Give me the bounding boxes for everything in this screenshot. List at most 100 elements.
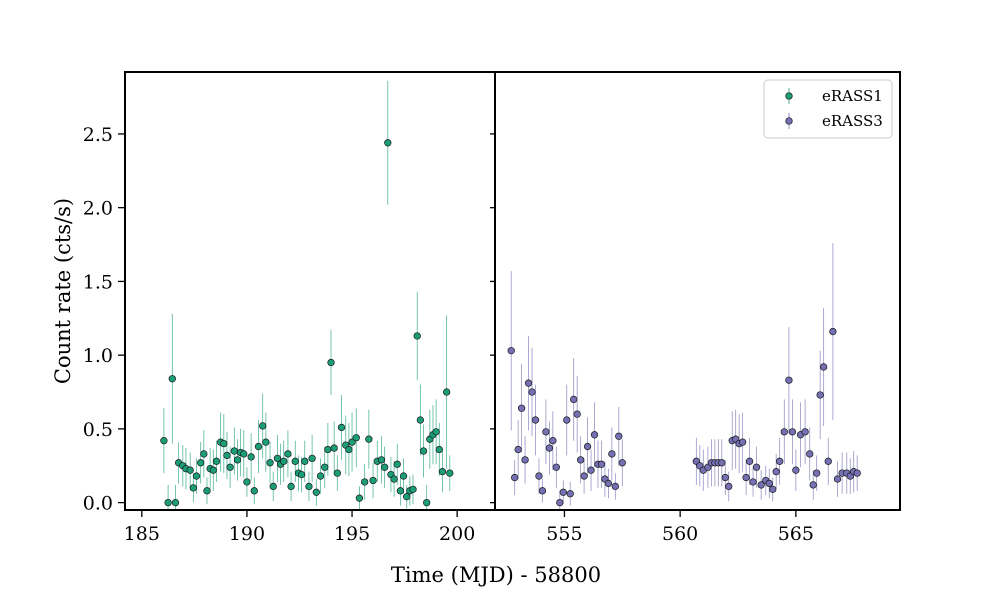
data-point xyxy=(384,139,392,147)
data-point xyxy=(266,459,274,467)
data-point xyxy=(223,451,231,460)
legend-box xyxy=(763,79,893,139)
data-point xyxy=(337,423,346,432)
data-point xyxy=(580,472,588,480)
legend-marker xyxy=(785,92,793,100)
data-point xyxy=(230,447,238,455)
data-point xyxy=(416,416,425,424)
data-point xyxy=(393,460,401,468)
data-point xyxy=(788,428,797,436)
data-point xyxy=(785,376,793,384)
data-point xyxy=(308,454,316,463)
y-tick-label: 2.0 xyxy=(83,198,113,220)
data-point xyxy=(209,466,217,474)
data-point xyxy=(171,498,180,507)
data-point xyxy=(438,468,447,476)
data-point xyxy=(583,442,592,451)
data-point xyxy=(321,463,329,471)
data-point xyxy=(570,395,578,404)
data-point xyxy=(563,416,571,424)
y-tick-label: 1.0 xyxy=(83,345,113,367)
data-point xyxy=(542,428,550,436)
data-point xyxy=(189,484,197,492)
data-point xyxy=(409,485,417,494)
data-point xyxy=(330,444,338,452)
data-point xyxy=(531,416,540,424)
data-point xyxy=(566,490,574,498)
data-point xyxy=(615,432,623,440)
data-point xyxy=(259,422,267,430)
data-point xyxy=(590,431,599,439)
data-point xyxy=(361,478,369,486)
data-point xyxy=(324,445,332,454)
data-point xyxy=(399,472,408,480)
data-point xyxy=(446,469,454,477)
data-point xyxy=(312,488,320,496)
data-point xyxy=(192,472,201,480)
data-point xyxy=(212,457,221,465)
data-point xyxy=(377,456,386,464)
data-point xyxy=(765,479,773,488)
data-point xyxy=(745,457,754,465)
y-tick-label: 0.0 xyxy=(83,493,113,515)
data-point xyxy=(721,473,729,482)
data-point xyxy=(203,487,211,495)
data-point xyxy=(507,347,515,355)
data-point xyxy=(262,438,270,446)
data-point xyxy=(220,439,228,448)
data-point xyxy=(233,456,242,464)
data-point xyxy=(168,375,176,383)
data-point xyxy=(576,456,585,464)
data-point xyxy=(819,363,828,371)
data-point xyxy=(528,388,536,396)
data-point xyxy=(250,487,258,495)
data-point xyxy=(254,442,263,451)
data-point xyxy=(345,445,353,454)
data-point xyxy=(269,482,277,491)
data-point xyxy=(757,481,765,489)
panel-erass3: 555 560 565 xyxy=(490,71,901,545)
y-tick-label: 0.5 xyxy=(83,419,113,441)
data-point xyxy=(511,473,519,482)
data-point xyxy=(776,457,784,465)
x-tick-label: 185 xyxy=(124,523,160,545)
legend-marker xyxy=(785,117,793,125)
data-point xyxy=(725,482,733,491)
data-point xyxy=(305,482,313,491)
data-point xyxy=(413,332,421,340)
legend-label: eRASS3 xyxy=(822,112,883,130)
data-point xyxy=(742,473,750,482)
data-point xyxy=(538,487,547,495)
data-point xyxy=(419,447,428,455)
data-point xyxy=(240,450,248,458)
data-point xyxy=(604,479,613,488)
data-point xyxy=(813,469,821,477)
x-tick-label: 560 xyxy=(662,523,698,545)
data-point xyxy=(273,454,282,463)
data-point xyxy=(552,463,560,471)
data-point xyxy=(396,487,405,495)
data-point xyxy=(809,481,817,489)
data-point xyxy=(801,428,809,436)
data-point xyxy=(186,466,194,474)
data-point xyxy=(738,438,747,446)
data-point xyxy=(792,466,800,474)
x-axis-label: Time (MJD) - 58800 xyxy=(391,563,601,587)
data-point xyxy=(247,453,255,461)
data-point xyxy=(243,478,251,486)
data-point xyxy=(333,469,341,477)
plot-frame xyxy=(494,71,901,511)
data-point xyxy=(160,437,168,445)
data-point xyxy=(517,404,526,412)
data-point xyxy=(291,457,299,465)
data-point xyxy=(348,438,356,446)
data-point xyxy=(197,459,205,467)
data-point xyxy=(769,485,777,494)
data-point xyxy=(521,456,529,464)
data-point xyxy=(608,450,616,458)
data-point xyxy=(824,457,832,465)
data-point xyxy=(352,434,360,442)
data-point xyxy=(226,463,234,471)
y-tick-label: 2.5 xyxy=(83,124,113,146)
